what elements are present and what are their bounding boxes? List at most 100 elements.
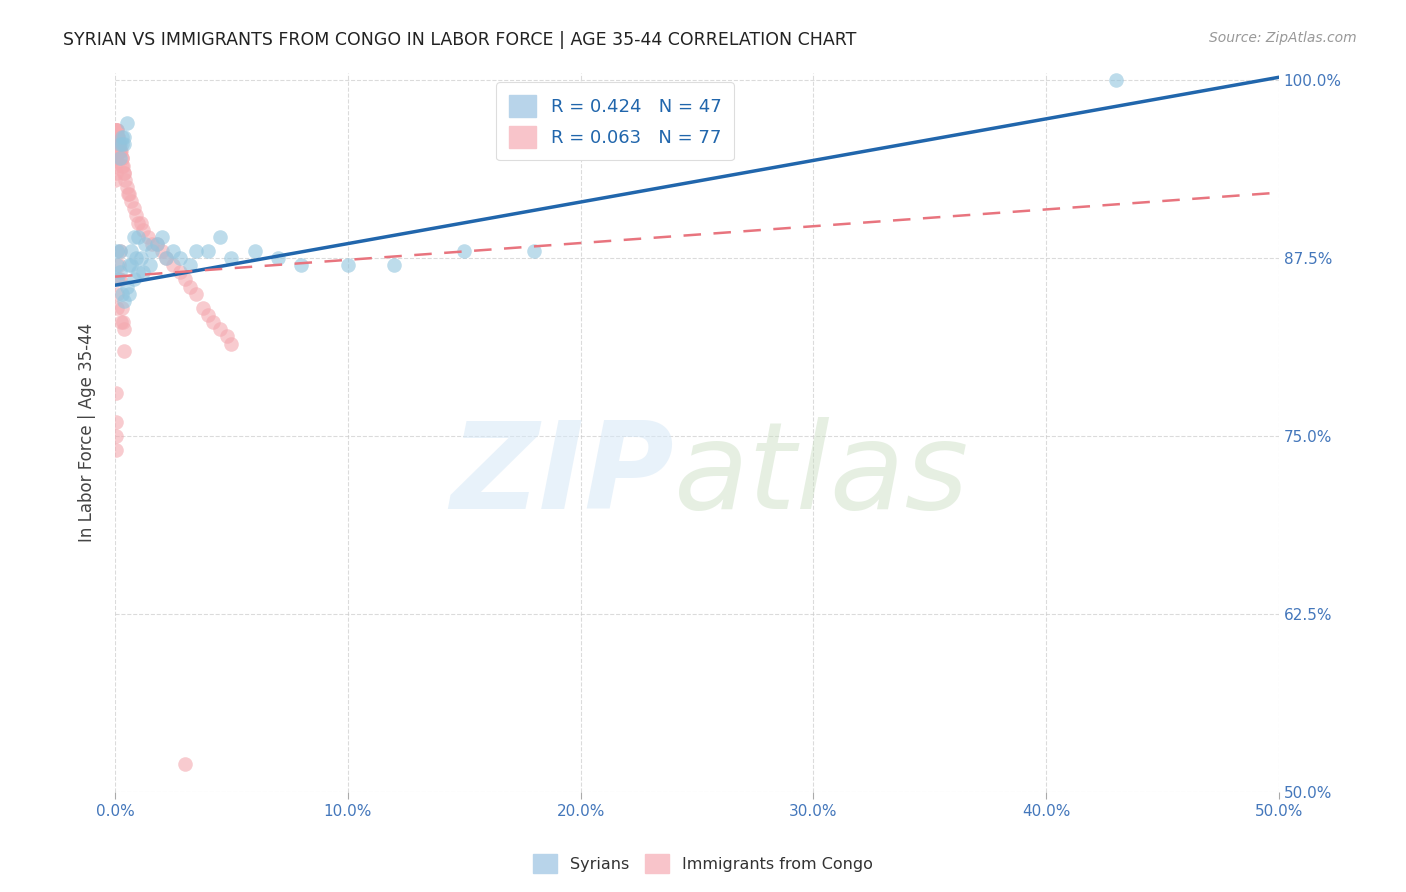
- Point: [453, 244, 475, 258]
- Point: [105, 272, 128, 286]
- Point: [118, 286, 141, 301]
- Point: [162, 244, 184, 258]
- Point: [107, 137, 129, 152]
- Point: [112, 137, 135, 152]
- Point: [108, 244, 131, 258]
- Point: [104, 429, 127, 443]
- Point: [105, 130, 128, 145]
- Point: [122, 201, 145, 215]
- Point: [105, 415, 128, 429]
- Point: [122, 272, 145, 286]
- Point: [146, 236, 169, 251]
- Point: [112, 166, 135, 180]
- Point: [108, 137, 131, 152]
- Point: [115, 180, 138, 194]
- Point: [523, 244, 546, 258]
- Point: [107, 145, 129, 159]
- Point: [112, 159, 135, 173]
- Point: [173, 756, 195, 771]
- Point: [108, 145, 131, 159]
- Point: [134, 236, 156, 251]
- Point: [111, 130, 134, 145]
- Point: [173, 272, 195, 286]
- Text: ZIP: ZIP: [450, 417, 673, 534]
- Point: [110, 152, 132, 166]
- Point: [112, 315, 135, 329]
- Point: [115, 116, 138, 130]
- Point: [221, 336, 243, 351]
- Point: [129, 251, 152, 265]
- Point: [162, 258, 184, 272]
- Point: [215, 329, 238, 343]
- Point: [104, 152, 127, 166]
- Point: [186, 286, 208, 301]
- Point: [221, 251, 243, 265]
- Point: [107, 130, 129, 145]
- Point: [169, 251, 191, 265]
- Point: [105, 244, 128, 258]
- Point: [118, 258, 141, 272]
- Point: [115, 279, 138, 293]
- Point: [105, 123, 128, 137]
- Point: [120, 194, 142, 209]
- Point: [108, 272, 131, 286]
- Point: [179, 279, 201, 293]
- Point: [132, 265, 155, 279]
- Point: [111, 286, 134, 301]
- Point: [105, 152, 128, 166]
- Point: [155, 251, 177, 265]
- Point: [104, 166, 127, 180]
- Point: [141, 236, 163, 251]
- Point: [125, 251, 148, 265]
- Text: SYRIAN VS IMMIGRANTS FROM CONGO IN LABOR FORCE | AGE 35-44 CORRELATION CHART: SYRIAN VS IMMIGRANTS FROM CONGO IN LABOR…: [63, 31, 856, 49]
- Point: [104, 173, 127, 187]
- Point: [108, 152, 131, 166]
- Point: [1105, 73, 1128, 87]
- Point: [107, 272, 129, 286]
- Point: [104, 130, 127, 145]
- Point: [117, 187, 139, 202]
- Point: [114, 173, 136, 187]
- Point: [108, 244, 131, 258]
- Point: [111, 159, 134, 173]
- Point: [107, 137, 129, 152]
- Point: [104, 145, 127, 159]
- Point: [112, 343, 135, 358]
- Point: [139, 258, 162, 272]
- Point: [104, 130, 127, 145]
- Point: [197, 244, 219, 258]
- Point: [179, 258, 201, 272]
- Point: [110, 315, 132, 329]
- Y-axis label: In Labor Force | Age 35-44: In Labor Force | Age 35-44: [79, 323, 96, 542]
- Point: [243, 244, 266, 258]
- Legend: R = 0.424   N = 47, R = 0.063   N = 77: R = 0.424 N = 47, R = 0.063 N = 77: [496, 82, 734, 161]
- Point: [127, 215, 149, 229]
- Point: [146, 236, 169, 251]
- Point: [108, 137, 131, 152]
- Point: [208, 322, 231, 336]
- Point: [105, 130, 128, 145]
- Point: [186, 244, 208, 258]
- Point: [382, 258, 405, 272]
- Point: [105, 286, 128, 301]
- Text: Source: ZipAtlas.com: Source: ZipAtlas.com: [1209, 31, 1357, 45]
- Point: [104, 443, 127, 458]
- Point: [150, 244, 173, 258]
- Legend: Syrians, Immigrants from Congo: Syrians, Immigrants from Congo: [527, 847, 879, 880]
- Point: [112, 166, 135, 180]
- Point: [132, 222, 155, 236]
- Point: [267, 251, 290, 265]
- Point: [105, 137, 128, 152]
- Point: [136, 229, 159, 244]
- Point: [129, 215, 152, 229]
- Point: [108, 145, 131, 159]
- Point: [105, 130, 128, 145]
- Point: [290, 258, 312, 272]
- Text: atlas: atlas: [673, 417, 969, 534]
- Point: [107, 137, 129, 152]
- Point: [150, 229, 173, 244]
- Point: [169, 265, 191, 279]
- Point: [112, 130, 135, 145]
- Point: [107, 130, 129, 145]
- Point: [111, 301, 134, 315]
